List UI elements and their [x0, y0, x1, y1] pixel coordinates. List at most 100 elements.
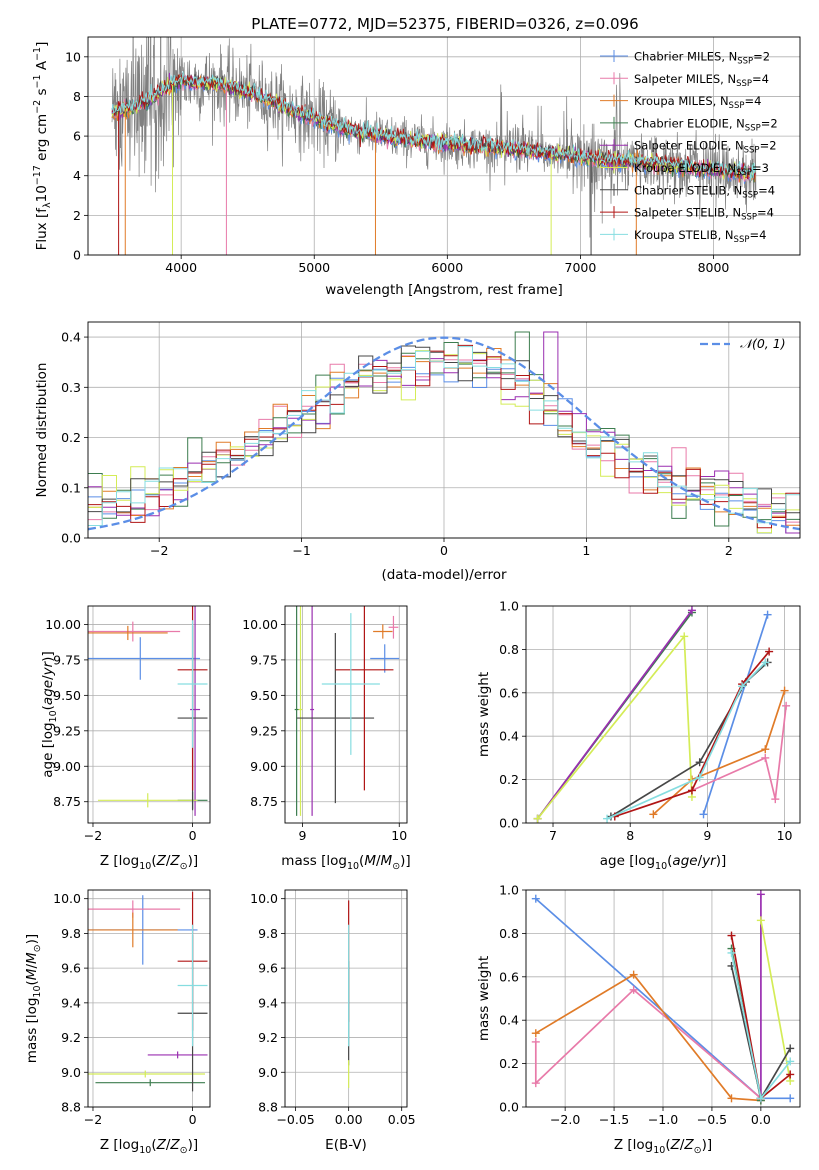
- y-tick-label: 0.6: [499, 969, 519, 984]
- x-axis-label: Z [log10(Z/Z⊙)]: [614, 1137, 712, 1156]
- histogram-chabrier_stelib: [88, 345, 800, 514]
- histogram-salpeter_stelib: [88, 344, 800, 529]
- legend-label: Salpeter STELIB, NSSP=4: [634, 206, 774, 223]
- age_vs_Z-points: [88, 606, 208, 816]
- x-axis-label: mass [log10(M/M⊙)]: [281, 853, 410, 872]
- y-tick-label: 0.0: [499, 816, 519, 831]
- x-axis-label: Z [log10(Z/Z⊙)]: [100, 1137, 198, 1156]
- y-tick-label: 9.75: [250, 652, 278, 667]
- y-tick-label: 10.00: [45, 617, 81, 632]
- residual-histograms: [88, 331, 800, 534]
- y-tick-label: 0.1: [61, 480, 81, 495]
- model-line-kroupa_stelib: [111, 71, 756, 181]
- x-tick-label: 9: [298, 828, 306, 843]
- legend-label: Salpeter ELODIE, NSSP=2: [634, 139, 777, 156]
- y-tick-label: 9.25: [53, 723, 81, 738]
- x-tick-label: −1.5: [599, 1112, 629, 1127]
- frame-age_vs_mass: [284, 605, 408, 824]
- x-tick-label: 4000: [165, 260, 197, 275]
- y-tick-label: 6: [73, 129, 81, 144]
- legend-label: Salpeter MILES, NSSP=4: [634, 72, 769, 89]
- y-tick-label: 0.3: [61, 380, 81, 395]
- y-tick-label: 0.4: [499, 1013, 519, 1028]
- y-tick-label: 8.8: [61, 1100, 81, 1115]
- weight-line-kroupa_miles: [535, 973, 761, 1102]
- legend-label: Chabrier STELIB, NSSP=4: [634, 183, 775, 200]
- y-axis-label: Normed distribution: [34, 363, 50, 498]
- x-tick-label: 0: [189, 1112, 197, 1127]
- y-axis-label: mass weight: [476, 956, 492, 1041]
- histogram-chabrier_miles: [88, 361, 800, 534]
- frame-residuals: [87, 321, 801, 539]
- axes-age_vs_mass: 9 10 8.75 9.00 9.25 9.50 9.75 10.00: [242, 606, 407, 843]
- y-tick-label: 9.2: [61, 1030, 81, 1045]
- x-tick-label: −1.0: [648, 1112, 678, 1127]
- x-tick-label: 5000: [298, 260, 330, 275]
- x-axis-label: wavelength [Angstrom, rest frame]: [325, 282, 563, 298]
- y-tick-label: 0.8: [499, 642, 519, 657]
- mass_vs_Z-points: [88, 891, 208, 1092]
- y-tick-label: 0.2: [499, 1056, 519, 1071]
- x-tick-label: 10: [777, 828, 793, 843]
- y-tick-label: 9.25: [250, 723, 278, 738]
- y-tick-label: 0.2: [499, 772, 519, 787]
- y-tick-label: 9.50: [53, 688, 81, 703]
- spectrum-lines: [111, 37, 757, 255]
- y-tick-label: 9.75: [53, 652, 81, 667]
- y-tick-label: 0.0: [499, 1100, 519, 1115]
- y-tick-label: 9.00: [53, 759, 81, 774]
- y-axis-label: mass weight: [476, 672, 492, 757]
- weight-line-chabrier_miles: [702, 614, 769, 815]
- frame-mass_vs_Z: [87, 889, 211, 1108]
- y-tick-label: 1.0: [499, 599, 519, 614]
- y-tick-label: 0.6: [499, 685, 519, 700]
- axes-age_vs_Z: −2 0 8.75 9.00 9.25 9.50 9.75 10.00: [45, 606, 210, 843]
- x-tick-label: 7000: [565, 260, 597, 275]
- x-axis-label: (data-model)/error: [381, 567, 507, 583]
- x-tick-label: 1: [582, 543, 590, 558]
- y-tick-label: 10.0: [250, 891, 278, 906]
- age_vs_mass-points: [294, 606, 400, 816]
- weight-line-salpeter_miles: [691, 705, 787, 800]
- y-tick-label: 9.00: [250, 759, 278, 774]
- frame-age_vs_Z: [87, 605, 211, 824]
- x-tick-label: 7: [549, 828, 557, 843]
- axes-mass_vs_ebv: −0.05 0.00 0.05 8.8 9.0 9.2 9.4 9.6 9.8 10.0: [250, 890, 416, 1127]
- y-tick-label: 10.00: [242, 617, 278, 632]
- spectrum-legend: Chabrier MILES, NSSP=2 Salpeter MILES, NS…: [600, 50, 778, 245]
- frame-mass_weight_vs_age: [525, 605, 801, 824]
- y-tick-label: 9.4: [61, 995, 81, 1010]
- y-tick-label: 0: [73, 248, 81, 263]
- y-tick-label: 1.0: [499, 883, 519, 898]
- x-tick-label: −2: [84, 1112, 102, 1127]
- y-tick-label: 9.50: [250, 688, 278, 703]
- y-tick-label: 2: [73, 208, 81, 223]
- y-tick-label: 9.4: [258, 995, 278, 1010]
- x-tick-label: −2.0: [550, 1112, 580, 1127]
- x-tick-label: 0: [440, 543, 448, 558]
- x-tick-label: 0: [189, 828, 197, 843]
- histogram-kroupa_stelib: [88, 346, 800, 526]
- x-tick-label: 8: [626, 828, 634, 843]
- legend-label: Kroupa STELIB, NSSP=4: [634, 228, 766, 245]
- frame-spectrum: [87, 36, 801, 256]
- weight-line-salpeter_elodie: [536, 609, 693, 820]
- weight-line-kroupa_stelib: [606, 661, 766, 820]
- y-tick-label: 8.75: [53, 794, 81, 809]
- x-axis-label: E(B-V): [325, 1137, 367, 1153]
- y-tick-label: 9.0: [258, 1065, 278, 1080]
- frame-mass_weight_vs_Z: [525, 889, 801, 1108]
- y-tick-label: 9.0: [61, 1065, 81, 1080]
- residual-legend: 𝒩(0, 1): [700, 336, 786, 351]
- mass_weight_vs_age-series: [533, 606, 791, 823]
- y-tick-label: 8: [73, 89, 81, 104]
- y-tick-label: 4: [73, 168, 81, 183]
- weight-line-kroupa_elodie: [760, 920, 792, 1082]
- y-tick-label: 10: [65, 49, 81, 64]
- legend-label: Chabrier ELODIE, NSSP=2: [634, 116, 778, 133]
- y-tick-label: 9.2: [258, 1030, 278, 1045]
- y-tick-label: 8.8: [258, 1100, 278, 1115]
- y-tick-label: 0.4: [61, 330, 81, 345]
